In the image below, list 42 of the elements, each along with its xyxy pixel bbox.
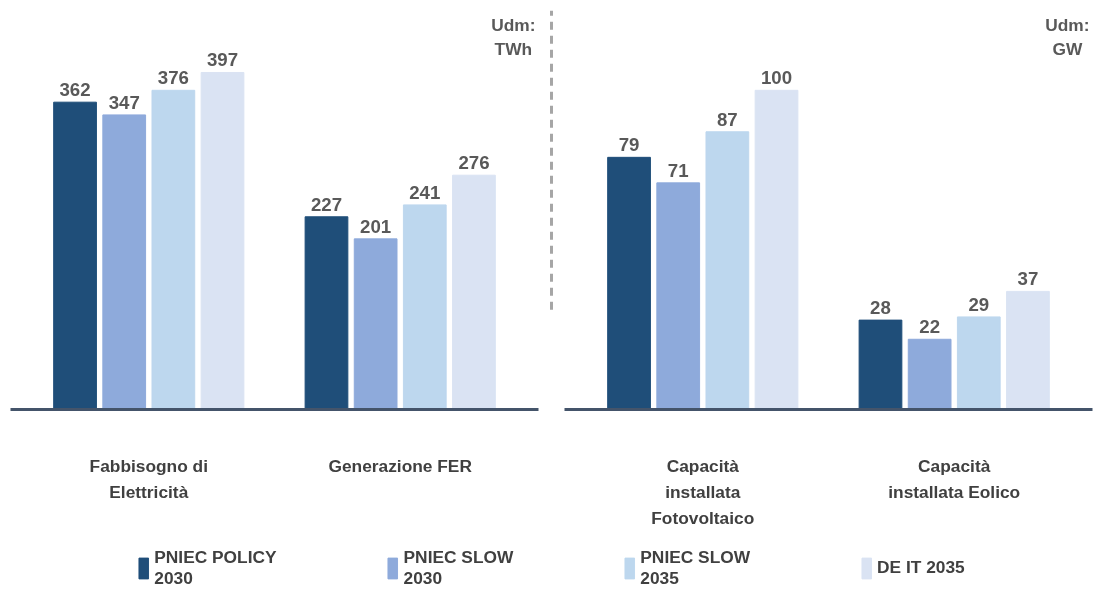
legend-label: PNIEC SLOW 2030 [403,546,514,589]
x-tick-label: Generazione FER [328,455,473,476]
data-label: 29 [968,293,990,315]
data-label: 347 [108,91,140,113]
bar [705,131,750,410]
x-tick-label: Capacità installata Eolico [888,455,1021,502]
data-label: 201 [360,215,392,237]
annotation: Udm: TWh [491,14,536,59]
x-tick-label: Capacità installata Fotovoltaico [651,455,755,528]
bar [102,114,147,410]
bar [956,316,1001,410]
bar [907,338,952,410]
bar [1006,290,1050,410]
bar [607,156,651,410]
data-label: 362 [59,79,91,101]
data-label: 37 [1017,268,1039,290]
bar [754,89,799,410]
bar [656,182,701,410]
bar [858,319,903,410]
legend-label: PNIEC POLICY 2030 [154,546,277,589]
data-label: 79 [618,134,640,156]
data-label: 227 [310,193,343,215]
bar [353,238,398,410]
data-label: 276 [458,152,490,174]
bar [200,71,245,410]
data-label: 397 [206,49,239,71]
bar [53,101,97,410]
data-label: 241 [409,181,441,203]
data-label: 28 [870,297,891,319]
legend-label: PNIEC SLOW 2035 [640,546,751,589]
data-label: 87 [716,108,738,130]
data-label: 22 [919,316,941,338]
legend-label: DE IT 2035 [877,557,965,578]
x-tick-label: Fabbisogno di Elettricità [89,455,208,502]
bar [452,174,496,410]
bar [304,216,349,410]
bar [402,204,447,410]
data-label: 71 [667,159,689,181]
data-label: 100 [760,67,793,89]
bar [151,89,196,410]
data-label: 376 [157,67,189,89]
annotation: Udm: GW [1045,14,1090,59]
